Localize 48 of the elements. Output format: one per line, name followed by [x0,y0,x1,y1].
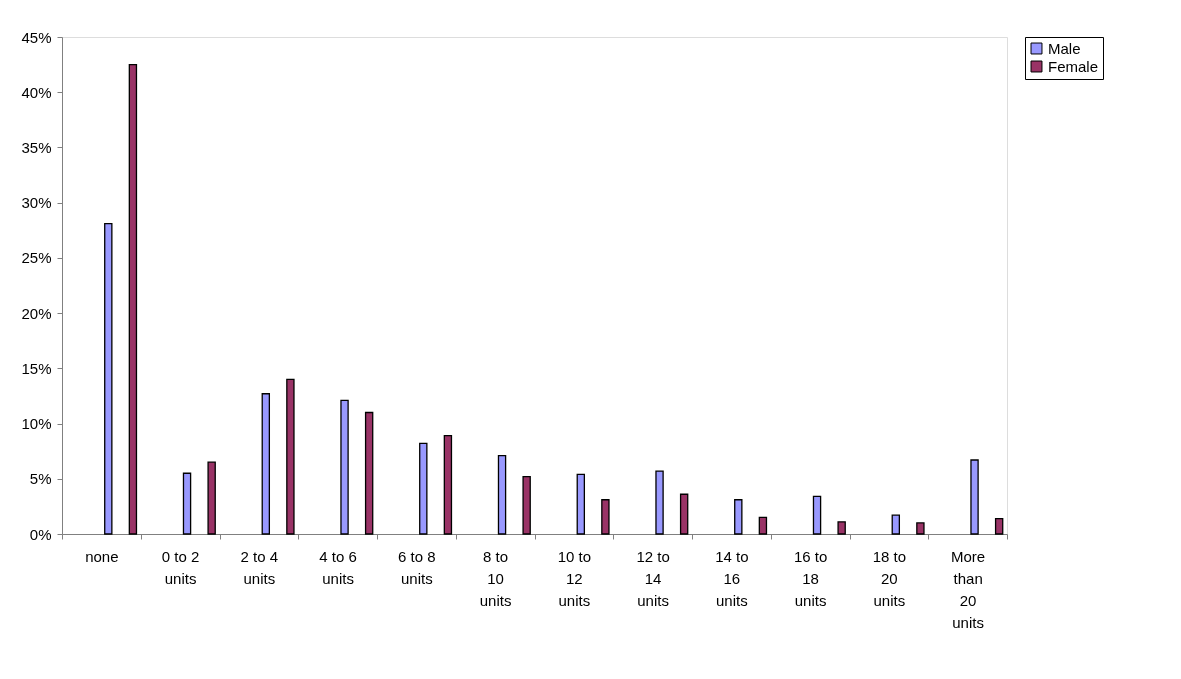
bar [522,475,531,535]
x-tick-label: 4 to 6 units [319,547,357,587]
bar [340,399,349,535]
bar [812,495,822,535]
x-tick-label: none [85,547,119,565]
bar [734,499,743,535]
y-tick-label: 25% [21,249,52,267]
legend-label: Male [1048,39,1081,57]
x-tick-label: 12 to 14 units [636,547,670,609]
bar [576,473,586,535]
bar [601,499,610,535]
x-tick-label: 0 to 2 units [161,547,200,587]
y-tick-label: 5% [29,470,52,488]
y-tick-label: 45% [21,28,52,46]
bar [182,472,192,535]
x-tick-label: 6 to 8 units [398,547,436,587]
bar [655,470,664,535]
y-tick-label: 40% [21,83,52,101]
x-tick-label: More than 20 units [951,547,986,631]
y-tick-label: 0% [29,525,52,543]
x-tick-label: 2 to 4 units [240,547,279,587]
bar [891,514,901,535]
x-tick-label: 8 to 10 units [479,547,512,609]
y-tick-label: 20% [21,304,52,322]
legend-label: Female [1048,57,1099,75]
bar [104,223,113,535]
y-tick-label: 30% [21,194,52,212]
bar [261,393,271,535]
bar [970,459,979,535]
x-tick-label: 14 to 16 units [715,547,749,609]
bar [679,493,689,535]
bar [364,411,374,535]
y-tick-label: 15% [21,359,52,377]
x-tick-label: 18 to 20 units [872,547,907,609]
x-tick-label: 10 to 12 units [557,547,592,609]
bar [994,517,1004,535]
bar [497,454,507,535]
bar [758,516,768,535]
x-tick-label: 16 to 18 units [793,547,828,609]
bar [837,521,846,535]
y-tick-label: 10% [21,415,52,433]
y-tick-label: 35% [21,138,52,156]
bar [419,442,428,535]
bar [207,461,216,535]
bar [916,522,925,535]
bar [128,63,138,535]
bar [443,435,453,535]
bar [286,378,295,535]
